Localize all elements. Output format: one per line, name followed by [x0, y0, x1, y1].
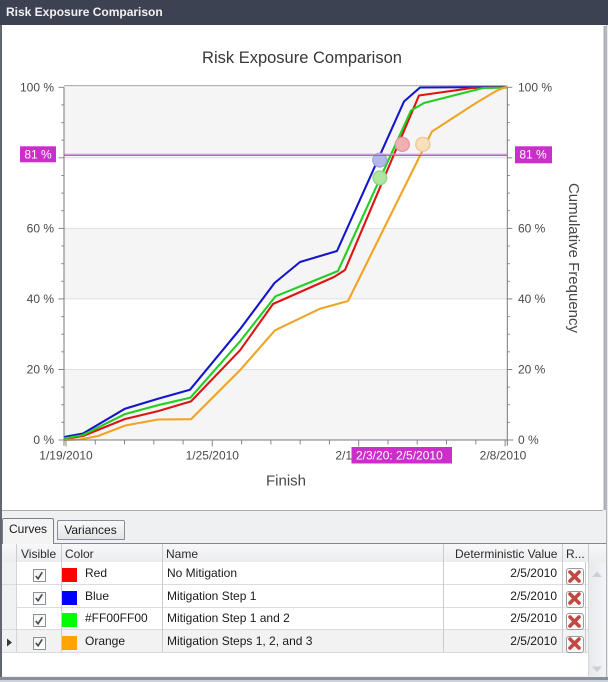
svg-text:1/25/2010: 1/25/2010: [186, 449, 240, 463]
svg-text:1/19/2010: 1/19/2010: [39, 449, 93, 463]
svg-text:2/8/2010: 2/8/2010: [480, 449, 527, 463]
svg-text:60 %: 60 %: [27, 221, 55, 235]
svg-text:40 %: 40 %: [27, 292, 55, 306]
svg-text:40 %: 40 %: [518, 292, 546, 306]
svg-text:60 %: 60 %: [518, 221, 546, 235]
svg-text:Cumulative Frequency: Cumulative Frequency: [565, 183, 582, 334]
svg-text:20 %: 20 %: [518, 363, 546, 377]
svg-text:0 %: 0 %: [518, 433, 539, 447]
svg-text:81 %: 81 %: [519, 148, 547, 162]
svg-text:0 %: 0 %: [33, 433, 54, 447]
svg-text:Risk Exposure Comparison: Risk Exposure Comparison: [202, 49, 402, 67]
svg-text:81 %: 81 %: [24, 148, 52, 162]
svg-text:100 %: 100 %: [20, 80, 54, 94]
svg-text:2/3/20: 2/5/2010: 2/3/20: 2/5/2010: [356, 449, 443, 463]
svg-text:20 %: 20 %: [27, 363, 55, 377]
svg-text:Finish: Finish: [266, 473, 306, 490]
svg-text:100 %: 100 %: [518, 80, 552, 94]
